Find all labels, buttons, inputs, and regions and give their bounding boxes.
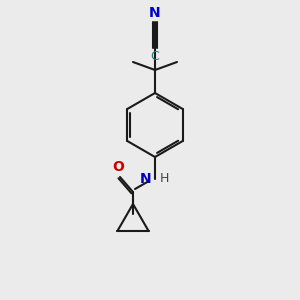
Text: O: O — [112, 160, 124, 174]
Text: H: H — [160, 172, 169, 185]
Text: N: N — [140, 172, 151, 186]
Text: N: N — [149, 6, 161, 20]
Text: C: C — [151, 50, 159, 63]
